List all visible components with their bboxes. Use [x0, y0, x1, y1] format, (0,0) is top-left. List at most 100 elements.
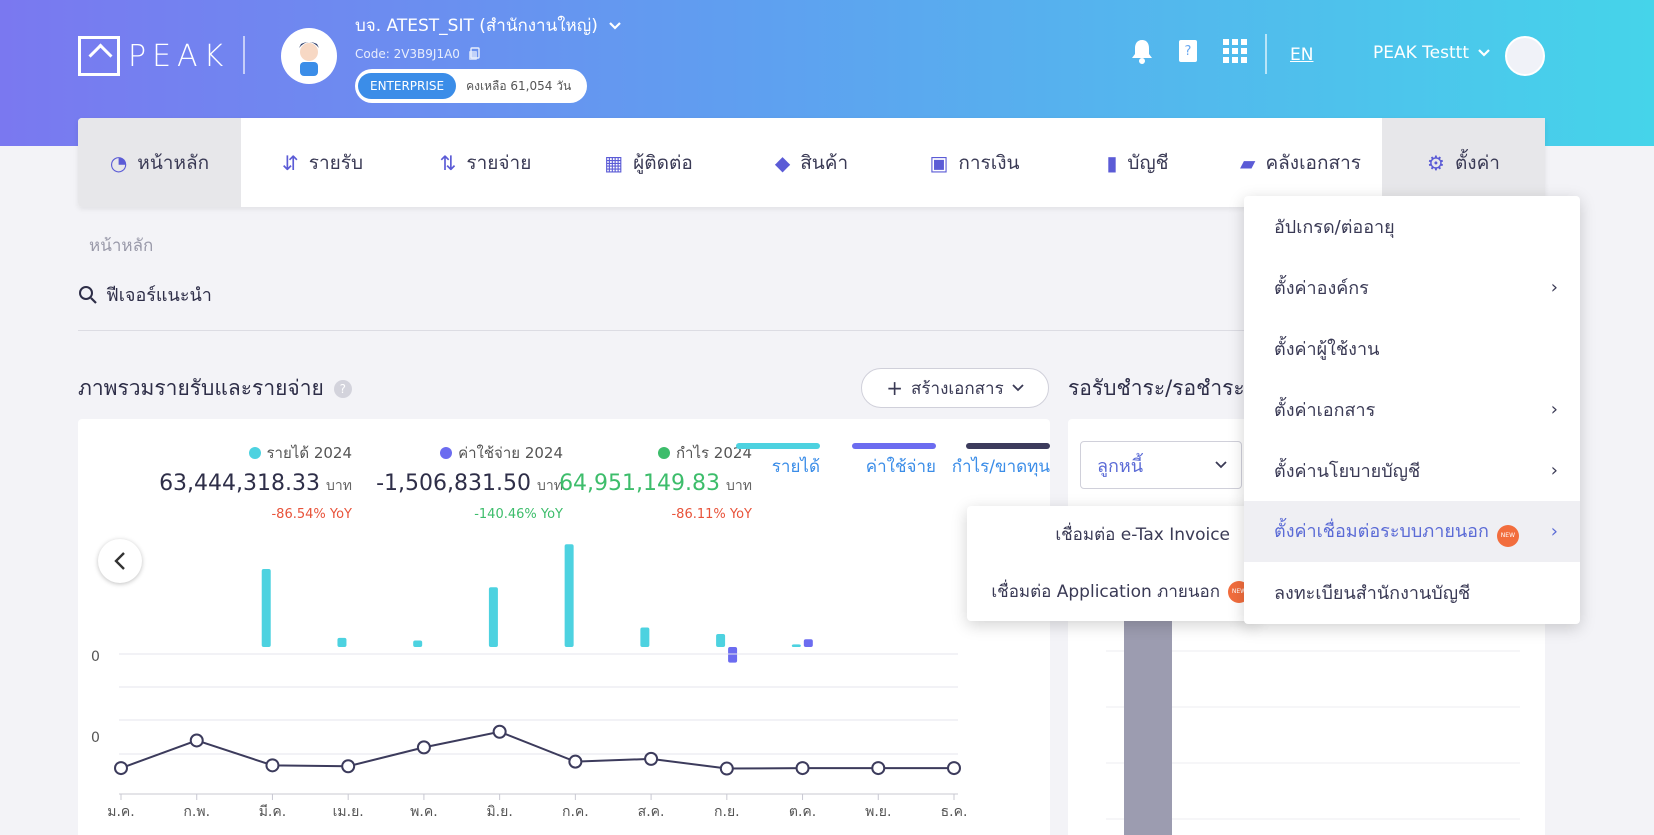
nav-label: หน้าหลัก: [137, 151, 210, 174]
x-tick-label: ก.ย.: [714, 804, 740, 820]
income-summary: รายได้ 2024 63,444,318.33 บาท -86.54% YoY: [159, 441, 352, 522]
x-tick-label: ส.ค.: [638, 804, 665, 820]
nav-label: รายจ่าย: [466, 151, 532, 174]
overview-title: ภาพรวมรายรับและรายจ่าย ?: [78, 372, 352, 405]
create-document-button[interactable]: + สร้างเอกสาร: [861, 368, 1049, 408]
menu-item-register-accounting-firm[interactable]: ลงทะเบียนสำนักงานบัญชี: [1244, 562, 1580, 623]
x-tick-label: เม.ย.: [333, 804, 364, 820]
new-badge: NEW: [1496, 525, 1519, 547]
header-icons: ?: [1130, 38, 1248, 64]
help-icon[interactable]: ?: [333, 379, 352, 398]
header-divider: [243, 36, 245, 74]
header-divider-right: [1265, 34, 1267, 74]
expense-dot: [440, 447, 453, 459]
debtor-select[interactable]: ลูกหนี้: [1080, 441, 1242, 489]
profit-point: [795, 761, 810, 776]
expense-label: ค่าใช้จ่าย 2024: [458, 444, 563, 462]
profit-point: [265, 758, 280, 773]
help-book-icon[interactable]: ?: [1176, 38, 1200, 64]
profit-point: [719, 761, 734, 776]
nav-item-dashboard[interactable]: ◔ หน้าหลัก: [78, 118, 241, 207]
profit-line: [120, 730, 954, 770]
breadcrumb[interactable]: หน้าหลัก: [89, 236, 154, 256]
legend-expense-label: ค่าใช้จ่าย: [865, 457, 936, 477]
chevron-right-icon: ›: [1550, 460, 1558, 481]
x-tick-label: มิ.ย.: [486, 804, 512, 820]
menu-label: ลงทะเบียนสำนักงานบัญชี: [1274, 583, 1471, 604]
nav-item-finance[interactable]: ▣ การเงิน: [893, 118, 1056, 207]
user-menu[interactable]: PEAK Testtt: [1373, 43, 1491, 63]
company-avatar[interactable]: [281, 28, 337, 84]
x-tick-label: ต.ค.: [789, 804, 816, 820]
chevron-right-icon: ›: [1550, 399, 1558, 420]
profit-point: [416, 740, 431, 755]
nav-item-accounting[interactable]: ▮ บัญชี: [1056, 118, 1219, 207]
receivables-title: รอรับชำระ/รอชำระ: [1068, 376, 1245, 400]
chart-prev-button[interactable]: [98, 539, 142, 583]
menu-item-documents[interactable]: ตั้งค่าเอกสาร ›: [1244, 379, 1580, 440]
debtor-select-value: ลูกหนี้: [1097, 455, 1144, 477]
profit-unit: บาท: [726, 478, 752, 494]
menu-item-organization[interactable]: ตั้งค่าองค์กร ›: [1244, 257, 1580, 318]
nav-label: คลังเอกสาร: [1265, 151, 1361, 174]
income-icon: ⇵: [281, 150, 299, 175]
y-tick-label: 0: [91, 649, 100, 665]
menu-item-upgrade[interactable]: อัปเกรด/ต่ออายุ: [1244, 196, 1580, 257]
contacts-icon: ▦: [604, 150, 624, 175]
copy-icon[interactable]: [468, 47, 480, 61]
legend-profit[interactable]: กำไร/ขาดทุน: [952, 443, 1050, 480]
svg-text:?: ?: [1185, 44, 1192, 59]
nav-item-expense[interactable]: ⇅ รายจ่าย: [404, 118, 567, 207]
submenu-external-app[interactable]: เชื่อมต่อ Application ภายนอก NEW: [967, 563, 1256, 620]
profit-point: [568, 754, 583, 769]
x-tick-label: ม.ค.: [107, 804, 135, 820]
apps-grid-icon[interactable]: [1222, 38, 1248, 64]
profit-yoy: -86.11% YoY: [671, 507, 752, 522]
search-icon: [79, 285, 97, 304]
menu-item-integrations[interactable]: ตั้งค่าเชื่อมต่อระบบภายนอก NEW ›: [1244, 501, 1580, 562]
company-code: Code: 2V3B9J1A0: [355, 47, 622, 61]
plus-icon: +: [886, 376, 904, 400]
submenu-label: เชื่อมต่อ e-Tax Invoice: [1055, 525, 1230, 545]
profit-summary: กำไร 2024 64,951,149.83 บาท -86.11% YoY: [559, 441, 752, 522]
legend-income[interactable]: รายได้: [736, 443, 820, 480]
chevron-down-icon: [1478, 49, 1490, 57]
bell-icon[interactable]: [1130, 38, 1154, 64]
user-name: PEAK Testtt: [1373, 43, 1469, 63]
company-switcher[interactable]: บจ. ATEST_SIT (สำนักงานใหญ่): [355, 12, 622, 39]
menu-item-users[interactable]: ตั้งค่าผู้ใช้งาน: [1244, 318, 1580, 379]
nav-label: บัญชี: [1127, 151, 1169, 174]
plan-remaining: คงเหลือ 61,054 วัน: [466, 78, 572, 93]
nav-item-documents[interactable]: ▰ คลังเอกสาร: [1219, 118, 1382, 207]
x-tick-label: พ.ย.: [865, 804, 891, 820]
plan-pill[interactable]: ENTERPRISE คงเหลือ 61,054 วัน: [355, 69, 588, 103]
receivables-chart: [1106, 609, 1520, 835]
chevron-right-icon: ›: [1550, 277, 1558, 298]
nav-item-products[interactable]: ◆ สินค้า: [730, 118, 893, 207]
legend-expense-swatch: [852, 443, 936, 449]
company-mascot-icon: [299, 42, 319, 76]
profit-point: [492, 724, 507, 739]
integration-submenu: เชื่อมต่อ e-Tax Invoice เชื่อมต่อ Applic…: [967, 506, 1256, 621]
company-info: บจ. ATEST_SIT (สำนักงานใหญ่) Code: 2V3B9…: [355, 12, 622, 103]
profit-value: 64,951,149.83: [559, 471, 721, 496]
feature-link[interactable]: ฟีเจอร์แนะนำ: [78, 280, 212, 309]
gear-icon: ⚙: [1427, 150, 1445, 175]
legend-expense[interactable]: ค่าใช้จ่าย: [852, 443, 936, 480]
profit-dot: [657, 447, 670, 459]
receivable-bar: [1124, 609, 1172, 835]
submenu-etax[interactable]: เชื่อมต่อ e-Tax Invoice: [967, 506, 1256, 563]
nav-item-income[interactable]: ⇵ รายรับ: [241, 118, 404, 207]
income-bar: [488, 587, 498, 647]
submenu-label: เชื่อมต่อ Application ภายนอก: [991, 582, 1220, 602]
overview-card: รายได้ 2024 63,444,318.33 บาท -86.54% YoY…: [78, 419, 1050, 835]
peak-logo[interactable]: PEAK: [78, 36, 229, 76]
user-avatar[interactable]: [1505, 36, 1545, 76]
create-document-label: สร้างเอกสาร: [911, 378, 1004, 399]
nav-item-settings[interactable]: ⚙ ตั้งค่า: [1382, 118, 1545, 207]
language-switch[interactable]: EN: [1290, 45, 1314, 65]
nav-item-contacts[interactable]: ▦ ผู้ติดต่อ: [567, 118, 730, 207]
menu-item-accounting-policy[interactable]: ตั้งค่านโยบายบัญชี ›: [1244, 440, 1580, 501]
nav-label: ผู้ติดต่อ: [633, 151, 693, 174]
settings-dropdown: อัปเกรด/ต่ออายุ ตั้งค่าองค์กร › ตั้งค่าผ…: [1244, 196, 1580, 624]
